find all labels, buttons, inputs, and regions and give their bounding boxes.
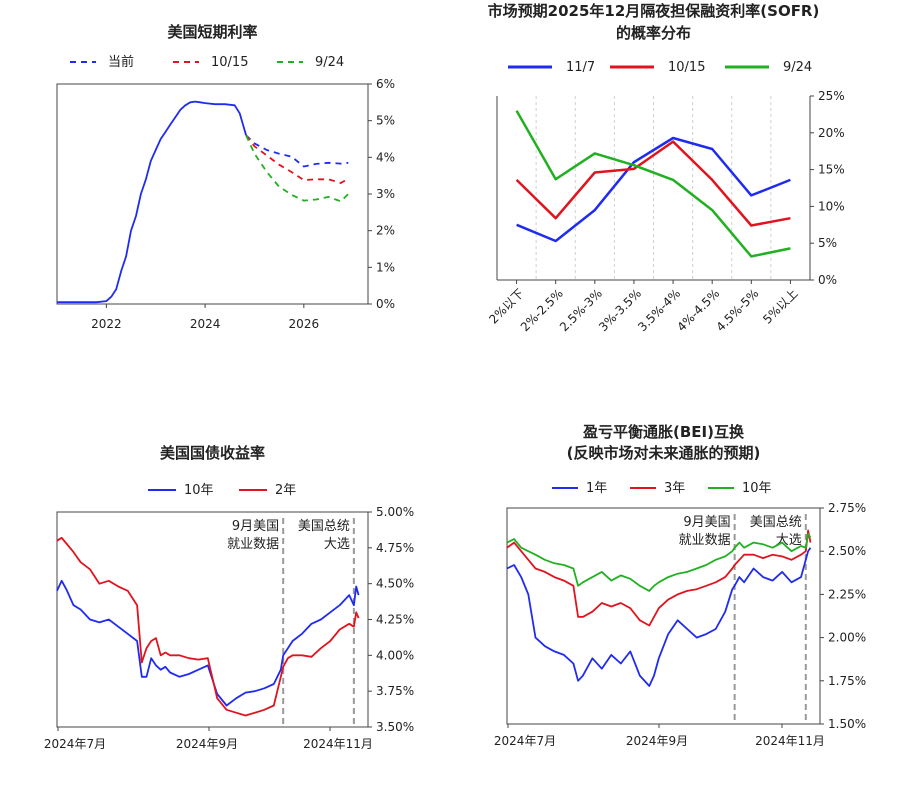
event-annotation-label: 就业数据	[679, 533, 731, 548]
event-annotation-label: 美国总统	[750, 515, 802, 530]
y-tick-label: 2.75%	[828, 501, 866, 515]
y-tick-label: 3.50%	[376, 720, 414, 734]
y-tick-label: 5.00%	[376, 505, 414, 519]
y-tick-label: 1.50%	[828, 717, 866, 731]
legend-label: 2年	[275, 483, 296, 498]
y-tick-label: 3.75%	[376, 684, 414, 698]
y-tick-label: 1.75%	[828, 674, 866, 688]
series-line-1	[516, 136, 791, 243]
series-line-2	[56, 536, 360, 717]
y-tick-label: 5%	[376, 114, 395, 128]
series-line-3	[245, 134, 349, 203]
x-tick-label: 5%以上	[760, 286, 800, 326]
chart-subtitle: (反映市场对未来通胀的预期)	[567, 444, 761, 462]
x-tick-label: 2022	[91, 317, 122, 331]
x-tick-label: 2026	[289, 317, 320, 331]
event-annotation-label: 9月美国	[683, 515, 730, 530]
chart-title: 盈亏平衡通胀(BEI)互换	[582, 423, 745, 441]
legend-label: 10/15	[668, 60, 705, 75]
y-tick-label: 20%	[818, 126, 845, 140]
y-tick-label: 4.50%	[376, 577, 414, 591]
y-tick-label: 5%	[818, 236, 837, 250]
x-tick-label: 2024年9月	[176, 737, 238, 751]
series-line-3	[515, 110, 791, 258]
x-tick-label: 2024	[190, 317, 221, 331]
y-tick-label: 6%	[376, 77, 395, 91]
chart-4: 盈亏平衡通胀(BEI)互换 (反映市场对未来通胀的预期) 1.50% 1.75% 2.0…	[494, 423, 866, 748]
legend-label: 10/15	[211, 55, 248, 70]
legend-label: 10年	[184, 483, 214, 498]
chart-1: 美国短期利率 0% 1% 2% 3% 4% 5% 6% 2022 2024 2026 当前 10/15 9…	[56, 23, 395, 331]
series-line-2	[245, 134, 349, 184]
legend-label: 9/24	[783, 60, 812, 75]
y-tick-label: 25%	[818, 89, 845, 103]
chart-title: 美国短期利率	[167, 23, 257, 41]
event-annotation-label: 大选	[324, 537, 350, 552]
y-tick-label: 2.50%	[828, 544, 866, 558]
y-tick-label: 2.25%	[828, 587, 866, 601]
y-tick-label: 4.00%	[376, 648, 414, 662]
event-annotation-label: 9月美国	[232, 519, 279, 534]
chart-2: 市场预期2025年12月隔夜担保融资利率(SOFR) 的概率分布 0% 5% 10% 15…	[486, 2, 844, 334]
y-tick-label: 0%	[376, 297, 395, 311]
plot-frame	[56, 83, 369, 305]
y-tick-label: 10%	[818, 199, 845, 213]
legend-label: 10年	[742, 481, 772, 496]
series-line-2	[506, 529, 812, 627]
y-tick-label: 15%	[818, 163, 845, 177]
series-line-1	[506, 547, 812, 687]
y-tick-label: 3%	[376, 187, 395, 201]
y-tick-label: 2.00%	[828, 631, 866, 645]
y-tick-label: 2%	[376, 224, 395, 238]
event-annotation-label: 美国总统	[298, 519, 350, 534]
legend-label: 1年	[586, 481, 607, 496]
series-line-4	[57, 100, 247, 304]
series-line-1	[56, 579, 360, 707]
legend-label: 9/24	[315, 55, 344, 70]
y-tick-label: 0%	[818, 273, 837, 287]
chart-subtitle: 的概率分布	[616, 24, 691, 42]
x-tick-label: 4.5%-5%	[713, 286, 761, 334]
legend-label: 11/7	[566, 60, 595, 75]
legend-label: 3年	[664, 481, 685, 496]
legend-label: 当前	[108, 54, 134, 70]
x-tick-label: 2024年7月	[44, 737, 106, 751]
event-annotation-label: 就业数据	[227, 537, 279, 552]
plot-frame	[506, 507, 821, 725]
y-tick-label: 4.75%	[376, 541, 414, 555]
x-tick-label: 2024年7月	[494, 734, 556, 748]
x-tick-label: 2024年11月	[303, 737, 373, 751]
y-tick-label: 4.25%	[376, 613, 414, 627]
y-tick-label: 1%	[376, 260, 395, 274]
chart-3: 美国国债收益率 3.50% 3.75% 4.00% 4.25% 4.50% 4.75% 5.0…	[44, 444, 414, 751]
x-tick-label: 2024年9月	[626, 734, 688, 748]
series-line-1	[245, 134, 349, 168]
series-line-2	[515, 140, 791, 227]
y-tick-label: 4%	[376, 150, 395, 164]
chart-title: 市场预期2025年12月隔夜担保融资利率(SOFR)	[488, 2, 820, 20]
chart-title: 美国国债收益率	[160, 444, 265, 462]
x-tick-label: 2024年11月	[755, 734, 825, 748]
event-annotation-label: 大选	[776, 533, 802, 548]
series-line-3	[506, 533, 812, 592]
